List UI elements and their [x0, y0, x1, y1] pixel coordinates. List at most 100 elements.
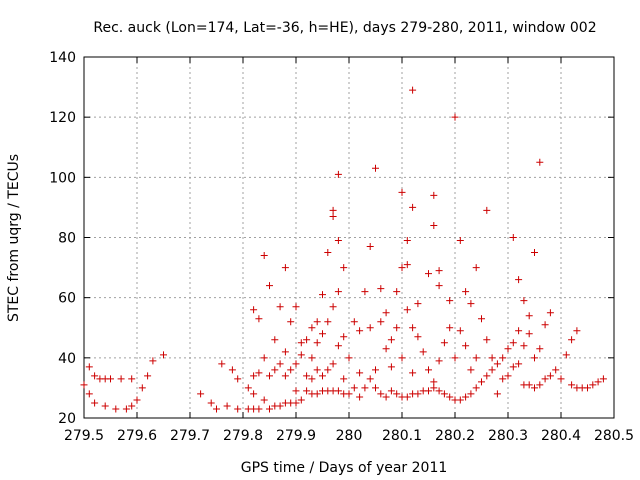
data-point	[568, 336, 576, 344]
data-point	[266, 372, 273, 380]
y-tick-label: 60	[58, 291, 76, 307]
chart-title: Rec. auck (Lon=174, Lat=-36, h=HE), days…	[93, 20, 596, 36]
data-point	[345, 354, 353, 362]
data-point	[112, 405, 120, 413]
data-point	[101, 402, 109, 410]
data-point	[334, 237, 342, 245]
data-point	[350, 384, 358, 392]
data-point	[594, 378, 602, 386]
data-point	[382, 393, 390, 401]
x-axis-title: GPS time / Days of year 2011	[241, 460, 448, 476]
data-point	[589, 381, 597, 389]
data-point	[292, 387, 300, 395]
data-point	[319, 330, 326, 338]
data-point	[340, 264, 348, 272]
data-point	[329, 212, 337, 220]
data-point	[234, 375, 242, 383]
x-tick-label: 280.2	[435, 428, 475, 444]
data-point	[207, 399, 215, 407]
data-point	[398, 264, 406, 272]
data-point	[329, 360, 337, 368]
data-point	[525, 381, 533, 389]
data-point	[435, 357, 443, 365]
data-point	[403, 306, 411, 314]
data-point	[483, 336, 491, 344]
data-point	[276, 402, 284, 410]
data-point	[80, 381, 88, 389]
data-point	[403, 261, 411, 269]
data-point	[313, 366, 321, 374]
data-point	[440, 339, 448, 347]
data-point	[541, 321, 549, 329]
data-point	[281, 348, 289, 356]
x-tick-label: 279.8	[223, 428, 263, 444]
data-point	[303, 336, 311, 344]
data-point	[435, 387, 443, 395]
data-point	[218, 360, 226, 368]
data-point	[91, 399, 99, 407]
data-point	[356, 369, 364, 377]
data-point	[324, 318, 332, 326]
grid-lines	[84, 57, 614, 418]
data-point	[271, 336, 279, 344]
data-point	[504, 372, 512, 380]
data-point	[409, 203, 417, 211]
data-point	[462, 288, 470, 296]
data-point	[260, 396, 268, 404]
data-point	[266, 282, 273, 290]
data-point	[292, 303, 300, 311]
data-point	[557, 375, 565, 383]
data-point	[472, 354, 480, 362]
data-point	[409, 86, 417, 94]
data-point	[260, 354, 268, 362]
data-point	[324, 249, 332, 257]
data-point	[382, 345, 390, 353]
data-point	[387, 363, 395, 371]
data-point	[531, 384, 538, 392]
data-point	[520, 342, 528, 350]
data-point	[329, 206, 337, 214]
x-tick-label: 280.1	[382, 428, 422, 444]
y-tick-label: 40	[58, 351, 76, 367]
data-point	[562, 351, 570, 359]
data-point	[250, 390, 258, 398]
data-point	[308, 375, 316, 383]
data-point	[467, 300, 475, 308]
data-point	[472, 264, 480, 272]
data-point	[531, 249, 538, 257]
data-point	[430, 191, 438, 199]
data-point	[372, 164, 379, 172]
data-point	[599, 375, 607, 383]
data-point	[387, 336, 395, 344]
data-point	[536, 158, 544, 166]
x-tick-label: 279.6	[117, 428, 157, 444]
data-point	[313, 339, 321, 347]
data-point	[303, 372, 311, 380]
data-point	[271, 366, 279, 374]
data-point	[409, 369, 417, 377]
data-point	[467, 366, 475, 374]
data-point	[435, 267, 443, 275]
data-point	[366, 375, 374, 383]
data-point	[197, 390, 205, 398]
data-point	[244, 384, 252, 392]
data-point	[483, 206, 491, 214]
data-point	[425, 270, 432, 278]
data-point	[478, 378, 485, 386]
data-point	[250, 372, 258, 380]
data-point	[456, 396, 464, 404]
data-point	[515, 276, 523, 284]
data-point	[377, 390, 385, 398]
x-tick-label: 280.5	[594, 428, 634, 444]
data-point	[107, 375, 114, 383]
data-point	[456, 237, 464, 245]
data-point	[361, 288, 369, 296]
y-tick-label: 140	[49, 50, 76, 66]
data-point	[478, 315, 485, 323]
data-point	[329, 303, 337, 311]
data-point	[372, 366, 379, 374]
data-point	[287, 366, 295, 374]
data-point	[488, 354, 496, 362]
data-point	[366, 324, 374, 332]
data-point	[419, 348, 427, 356]
